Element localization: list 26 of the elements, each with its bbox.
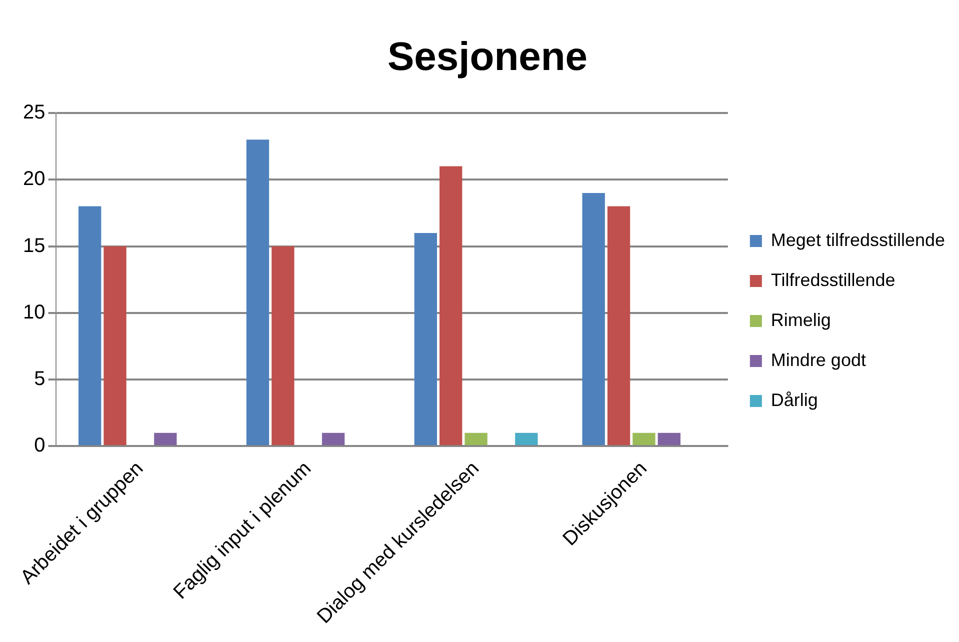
y-tick-label: 25: [22, 102, 46, 124]
bar: [515, 432, 538, 446]
legend-label: Meget tilfredsstillende: [770, 230, 946, 250]
legend-label: Mindre godt: [770, 350, 866, 370]
bar: [414, 232, 437, 446]
y-tick-label: 10: [22, 301, 46, 324]
legend-label: Dårlig: [770, 390, 818, 410]
bar: [246, 140, 270, 446]
chart-title: Sesjonene: [387, 35, 588, 80]
bar: [104, 246, 126, 446]
y-tick-label: 20: [22, 168, 46, 190]
legend-label: Tilfredsstillende: [770, 270, 896, 290]
bar: [272, 246, 294, 446]
bar: [658, 432, 680, 446]
y-tick-label: 15: [22, 234, 46, 257]
bar: [632, 432, 656, 446]
bar: [154, 432, 177, 446]
y-tick-label: 5: [34, 368, 46, 390]
bar: [322, 432, 345, 446]
bar: [464, 432, 488, 446]
bar: [78, 206, 102, 446]
bar: [607, 206, 630, 446]
y-tick-label: 0: [34, 434, 46, 457]
bar: [582, 192, 605, 446]
legend-label: Rimelig: [770, 310, 831, 330]
bar: [440, 166, 462, 446]
